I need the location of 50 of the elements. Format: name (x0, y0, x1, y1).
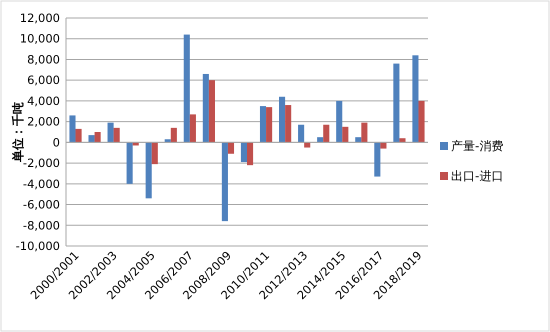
bar (317, 137, 324, 142)
bar (202, 74, 209, 142)
bar (374, 142, 380, 177)
bar (361, 122, 368, 142)
bar (208, 80, 215, 142)
y-tick-label: -4,000 (22, 176, 60, 191)
legend-label: 出口-进口 (451, 169, 504, 183)
y-tick-label: 4,000 (27, 94, 60, 108)
y-tick-label: 10,000 (20, 32, 60, 46)
bar (418, 100, 425, 142)
y-tick-label: 6,000 (27, 73, 60, 88)
bar (412, 55, 418, 142)
y-tick-label: 2,000 (27, 114, 60, 129)
bar (114, 128, 120, 142)
bar (247, 142, 254, 166)
bar (228, 142, 234, 154)
bar (355, 137, 362, 142)
bar (126, 142, 133, 184)
y-tick-label: -2,000 (22, 156, 60, 170)
bar (94, 132, 101, 142)
bar (399, 138, 406, 142)
bar (285, 105, 292, 142)
bar (222, 142, 228, 222)
bar (266, 107, 272, 142)
bar (393, 64, 400, 142)
y-tick-label: 8,000 (27, 52, 60, 66)
bar (190, 114, 196, 142)
bar (336, 100, 342, 142)
y-tick-label: 0 (52, 135, 60, 150)
bar (298, 124, 304, 142)
y-tick-label: -6,000 (22, 198, 60, 212)
bar (146, 142, 152, 198)
bar (240, 142, 247, 162)
bar (108, 122, 114, 142)
bar (304, 142, 310, 148)
bar (184, 34, 190, 142)
y-tick-label: -8,000 (22, 218, 60, 232)
bar (260, 106, 266, 142)
y-tick-label: 12,000 (20, 11, 60, 25)
bar (152, 142, 158, 164)
y-axis-title: 单位：千吨 (11, 102, 25, 163)
bar (342, 126, 348, 142)
legend-label: 产量-消费 (451, 139, 504, 153)
y-tick-label: -10,000 (16, 239, 60, 253)
bar (279, 96, 286, 142)
bar (88, 135, 95, 142)
bar (69, 115, 76, 142)
bar (76, 128, 82, 142)
bar (170, 128, 177, 142)
bar (323, 124, 330, 142)
